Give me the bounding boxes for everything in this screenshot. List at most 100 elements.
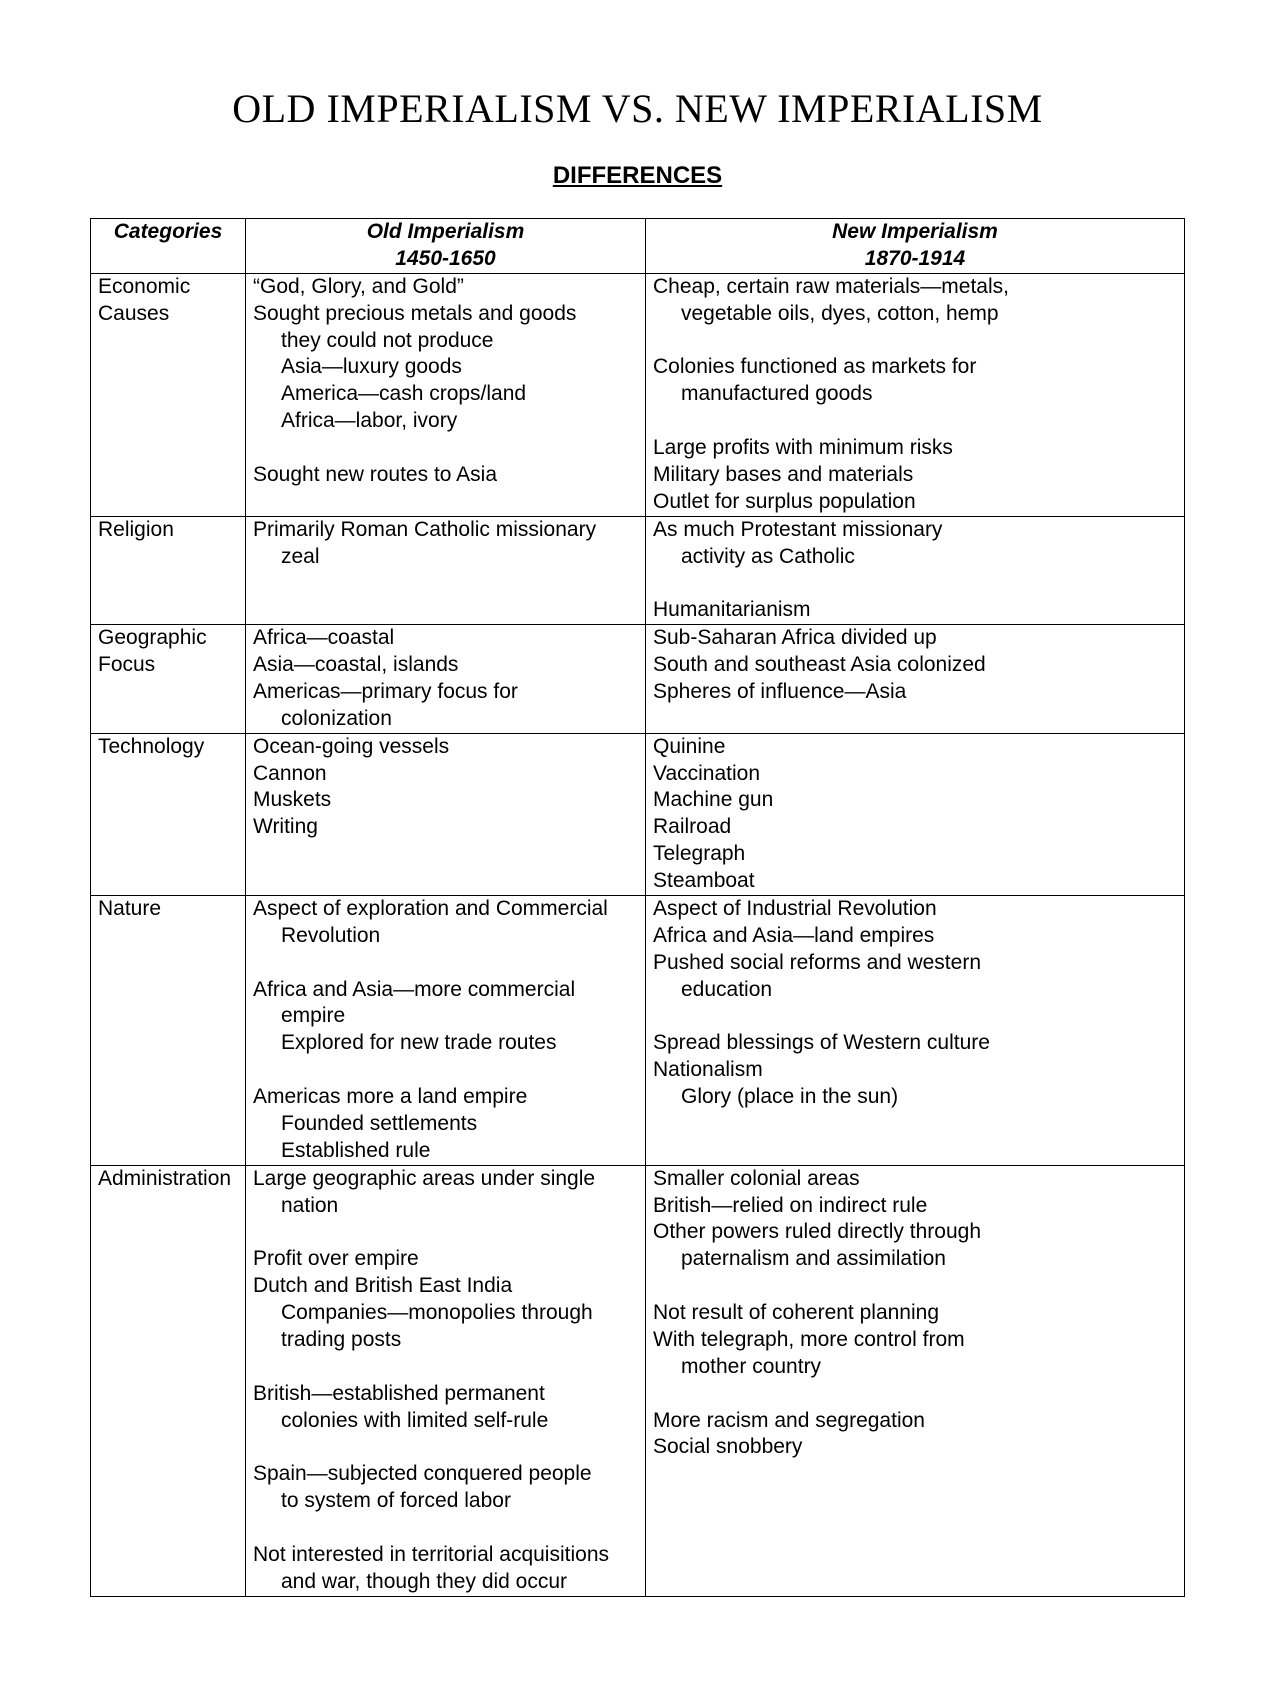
old-cell: Africa—coastalAsia—coastal, islandsAmeri… (246, 625, 646, 734)
table-row: AdministrationLarge geographic areas und… (91, 1165, 1185, 1596)
cell-line: Primarily Roman Catholic missionary (253, 518, 596, 541)
cell-line: manufactured goods (653, 381, 1177, 408)
cell-line: zeal (253, 544, 638, 571)
cell-line: British—established permanent (253, 1382, 545, 1405)
cell-line: colonies with limited self-rule (253, 1408, 638, 1435)
cell-line: Spain—subjected conquered people (253, 1462, 592, 1485)
comparison-table: Categories Old Imperialism 1450-1650 New… (90, 218, 1185, 1597)
cell-line: Social snobbery (653, 1435, 802, 1458)
header-new: New Imperialism 1870-1914 (646, 219, 1185, 274)
cell-line: Large profits with minimum risks (653, 436, 953, 459)
cell-line: vegetable oils, dyes, cotton, hemp (653, 301, 1177, 328)
table-header-row: Categories Old Imperialism 1450-1650 New… (91, 219, 1185, 274)
cell-line: Cannon (253, 762, 327, 785)
category-cell: GeographicFocus (91, 625, 246, 734)
cell-line: Sought new routes to Asia (253, 463, 497, 486)
cell-line: Other powers ruled directly through (653, 1220, 981, 1243)
cell-line: and war, though they did occur (253, 1569, 638, 1596)
cell-line: Nationalism (653, 1058, 763, 1081)
cell-line: Americas more a land empire (253, 1085, 527, 1108)
cell-line: Telegraph (653, 842, 745, 865)
cell-line: mother country (653, 1354, 1177, 1381)
cell-line: they could not produce (253, 328, 638, 355)
old-cell: Primarily Roman Catholic missionary zeal (246, 516, 646, 625)
cell-line: Smaller colonial areas (653, 1167, 860, 1190)
category-cell: Technology (91, 733, 246, 895)
cell-line: Colonies functioned as markets for (653, 355, 976, 378)
cell-line: education (653, 977, 1177, 1004)
cell-line: Spheres of influence—Asia (653, 680, 906, 703)
cell-line: Sought precious metals and goods (253, 302, 576, 325)
new-cell: As much Protestant missionary activity as… (646, 516, 1185, 625)
header-old-date: 1450-1650 (395, 247, 495, 270)
cell-line: British—relied on indirect rule (653, 1194, 927, 1217)
cell-line: Not result of coherent planning (653, 1301, 939, 1324)
cell-line: Aspect of Industrial Revolution (653, 897, 937, 920)
header-new-date: 1870-1914 (865, 247, 965, 270)
cell-line: Machine gun (653, 788, 773, 811)
cell-line: to system of forced labor (253, 1488, 638, 1515)
cell-line: South and southeast Asia colonized (653, 653, 986, 676)
old-cell: Ocean-going vessels Cannon Muskets Writing (246, 733, 646, 895)
cell-line: Military bases and materials (653, 463, 913, 486)
cell-line: America—cash crops/land (253, 381, 638, 408)
cell-line: Cheap, certain raw materials—metals, (653, 275, 1009, 298)
table-row: GeographicFocusAfrica—coastalAsia—coasta… (91, 625, 1185, 734)
cell-line: Explored for new trade routes (253, 1030, 638, 1057)
cell-line: Dutch and British East India (253, 1274, 512, 1297)
section-heading: DIFFERENCES (90, 162, 1185, 190)
new-cell: Aspect of Industrial Revolution Africa an… (646, 895, 1185, 1165)
cell-line: empire (253, 1003, 638, 1030)
cell-line: Quinine (653, 735, 725, 758)
cell-line: activity as Catholic (653, 544, 1177, 571)
cell-line: Aspect of exploration and Commercial (253, 897, 608, 920)
table-row: EconomicCauses “God, Glory, and Gold” Soug… (91, 273, 1185, 516)
cell-line: Glory (place in the sun) (653, 1084, 1177, 1111)
cell-line: Africa and Asia—more commercial (253, 978, 575, 1001)
cell-line: “God, Glory, and Gold” (253, 275, 464, 298)
cell-line: Africa—labor, ivory (253, 408, 638, 435)
header-old: Old Imperialism 1450-1650 (246, 219, 646, 274)
new-cell: Smaller colonial areas British—relied on … (646, 1165, 1185, 1596)
header-categories: Categories (91, 219, 246, 274)
cell-line: trading posts (253, 1327, 638, 1354)
cell-line: Africa and Asia—land empires (653, 924, 934, 947)
cell-line: Sub-Saharan Africa divided up (653, 626, 937, 649)
cell-line: Revolution (253, 923, 638, 950)
new-cell: Cheap, certain raw materials—metals, vege… (646, 273, 1185, 516)
table-row: NatureAspect of exploration and Commerci… (91, 895, 1185, 1165)
cell-line: Americas—primary focus for (253, 680, 518, 703)
old-cell: Large geographic areas under singlenatio… (246, 1165, 646, 1596)
cell-line: Profit over empire (253, 1247, 419, 1270)
cell-line: Ocean-going vessels (253, 735, 449, 758)
cell-line: Large geographic areas under single (253, 1167, 595, 1190)
cell-line: Established rule (253, 1138, 638, 1165)
category-cell: Religion (91, 516, 246, 625)
cell-line: Muskets (253, 788, 331, 811)
new-cell: Quinine Vaccination Machine gun Railroad Tel… (646, 733, 1185, 895)
page-title: OLD IMPERIALISM VS. NEW IMPERIALISM (90, 85, 1185, 132)
cell-line: Pushed social reforms and western (653, 951, 981, 974)
cell-line: Humanitarianism (653, 598, 811, 621)
cell-line: Railroad (653, 815, 731, 838)
category-cell: EconomicCauses (91, 273, 246, 516)
cell-line: Asia—luxury goods (253, 354, 638, 381)
table-row: ReligionPrimarily Roman Catholic mission… (91, 516, 1185, 625)
old-cell: “God, Glory, and Gold” Sought precious me… (246, 273, 646, 516)
cell-line: Outlet for surplus population (653, 490, 916, 513)
cell-line: Africa—coastal (253, 626, 394, 649)
cell-line: Writing (253, 815, 318, 838)
cell-line: Vaccination (653, 762, 760, 785)
category-cell: Nature (91, 895, 246, 1165)
cell-line: Companies—monopolies through (253, 1300, 638, 1327)
table-body: EconomicCauses “God, Glory, and Gold” Soug… (91, 273, 1185, 1596)
cell-line: Spread blessings of Western culture (653, 1031, 990, 1054)
cell-line: paternalism and assimilation (653, 1246, 1177, 1273)
cell-line: Steamboat (653, 869, 755, 892)
cell-line: More racism and segregation (653, 1409, 925, 1432)
cell-line: As much Protestant missionary (653, 518, 942, 541)
cell-line: Not interested in territorial acquisitio… (253, 1543, 609, 1566)
old-cell: Aspect of exploration and Commercial Revo… (246, 895, 646, 1165)
cell-line: Founded settlements (253, 1111, 638, 1138)
header-old-label: Old Imperialism (367, 220, 525, 243)
